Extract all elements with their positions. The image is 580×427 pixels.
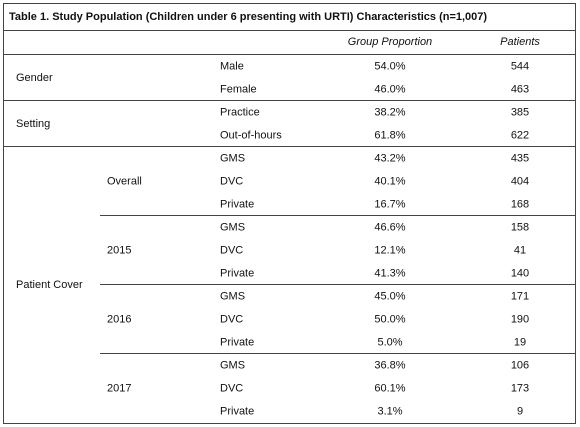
proportion-cell: 50.0% (374, 313, 405, 325)
subgroup-label: Overall (107, 175, 142, 187)
proportion-cell: 16.7% (374, 198, 405, 210)
row-label: Practice (220, 106, 260, 118)
patients-cell: 385 (511, 106, 529, 118)
proportion-cell: 45.0% (374, 290, 405, 302)
proportion-cell: 60.1% (374, 382, 405, 394)
subgroup-label: 2016 (107, 313, 131, 325)
patients-cell: 190 (511, 313, 529, 325)
proportion-cell: 5.0% (377, 336, 402, 348)
row-label: DVC (220, 175, 243, 187)
proportion-cell: 12.1% (374, 244, 405, 256)
patients-cell: 9 (517, 405, 523, 417)
patients-cell: 106 (511, 359, 529, 371)
row-label: Private (220, 267, 254, 279)
group-label: Setting (16, 118, 50, 130)
proportion-cell: 41.3% (374, 267, 405, 279)
group-label: Gender (16, 72, 53, 84)
row-label: Female (220, 83, 257, 95)
proportion-cell: 54.0% (374, 60, 405, 72)
patients-cell: 404 (511, 175, 529, 187)
table-title: Table 1. Study Population (Children unde… (9, 11, 487, 23)
row-label: DVC (220, 244, 243, 256)
row-label: Private (220, 198, 254, 210)
table-border (3, 3, 576, 424)
column-header: Group Proportion (348, 36, 432, 48)
proportion-cell: 46.0% (374, 83, 405, 95)
proportion-cell: 38.2% (374, 106, 405, 118)
proportion-cell: 43.2% (374, 152, 405, 164)
subgroup-label: 2015 (107, 244, 131, 256)
row-label: GMS (220, 221, 245, 233)
patients-cell: 140 (511, 267, 529, 279)
proportion-cell: 46.6% (374, 221, 405, 233)
row-label: Male (220, 60, 244, 72)
patients-cell: 622 (511, 129, 529, 141)
patients-cell: 544 (511, 60, 529, 72)
patients-cell: 173 (511, 382, 529, 394)
proportion-cell: 36.8% (374, 359, 405, 371)
column-header: Patients (500, 36, 540, 48)
group-label: Patient Cover (16, 279, 83, 291)
row-label: Out-of-hours (220, 129, 282, 141)
patients-cell: 171 (511, 290, 529, 302)
patients-cell: 19 (514, 336, 526, 348)
proportion-cell: 3.1% (377, 405, 402, 417)
proportion-cell: 40.1% (374, 175, 405, 187)
patients-cell: 158 (511, 221, 529, 233)
patients-cell: 463 (511, 83, 529, 95)
row-label: Private (220, 405, 254, 417)
proportion-cell: 61.8% (374, 129, 405, 141)
row-label: GMS (220, 152, 245, 164)
row-label: Private (220, 336, 254, 348)
row-label: DVC (220, 313, 243, 325)
patients-cell: 168 (511, 198, 529, 210)
patients-cell: 41 (514, 244, 526, 256)
row-label: GMS (220, 359, 245, 371)
row-label: GMS (220, 290, 245, 302)
row-label: DVC (220, 382, 243, 394)
subgroup-label: 2017 (107, 382, 131, 394)
patients-cell: 435 (511, 152, 529, 164)
